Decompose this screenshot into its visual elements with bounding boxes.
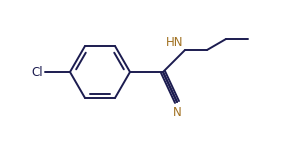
Text: N: N (173, 106, 181, 119)
Text: HN: HN (165, 36, 183, 49)
Text: Cl: Cl (31, 66, 43, 78)
